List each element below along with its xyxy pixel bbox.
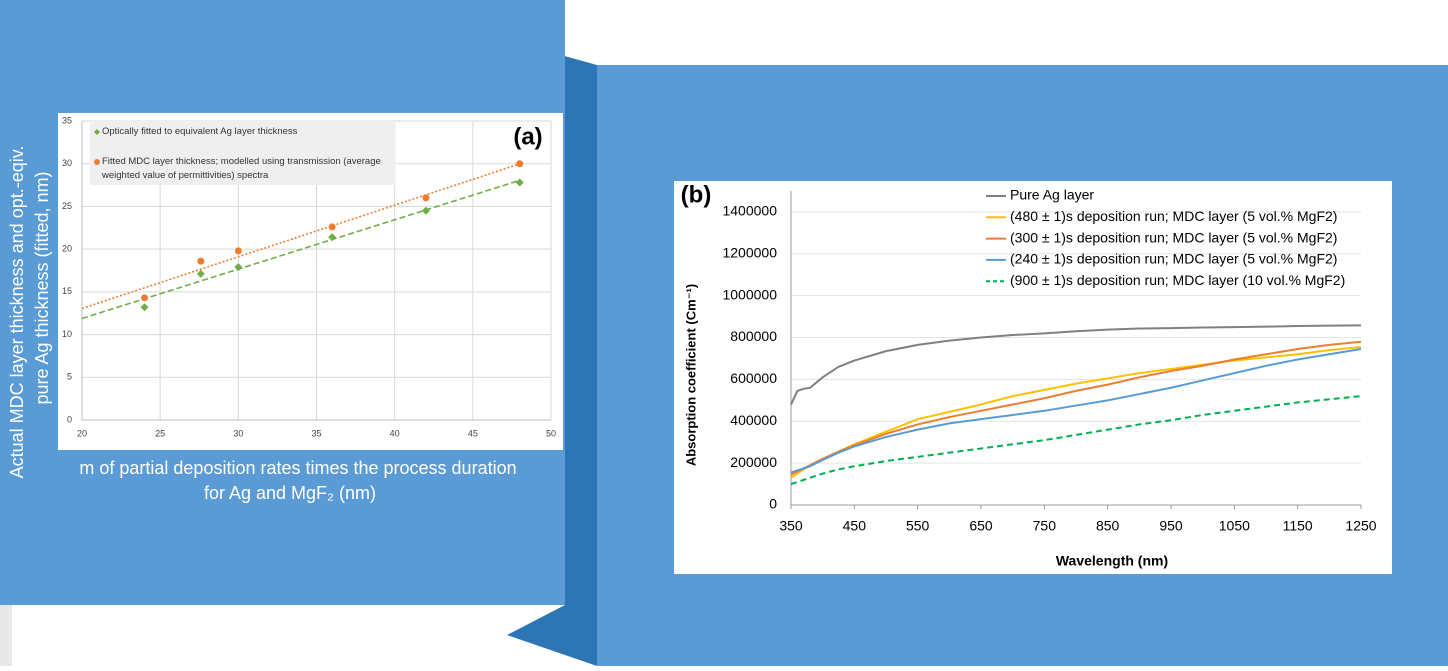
legend-label: Pure Ag layer <box>1010 187 1094 203</box>
data-line <box>790 395 1362 486</box>
data-point <box>421 206 430 215</box>
legend-marker <box>94 159 100 165</box>
y-tick-label: 10 <box>62 329 72 339</box>
y-tick-label: 0 <box>67 414 72 424</box>
data-point <box>422 194 430 202</box>
y-tick-label: 400000 <box>730 412 777 428</box>
data-point <box>140 303 149 312</box>
y-tick-label: 0 <box>769 496 777 512</box>
x-tick-label: 650 <box>969 518 993 534</box>
y-tick-label: 800000 <box>730 328 777 344</box>
legend-label: Optically fitted to equivalent Ag layer … <box>102 126 298 137</box>
y-tick-label: 600000 <box>730 370 777 386</box>
legend-entry: Fitted MDC layer thickness; modelled usi… <box>102 156 381 181</box>
y-tick-label: 30 <box>62 158 72 168</box>
x-tick-label: 30 <box>233 428 243 438</box>
x-axis-label: Wavelength (nm) <box>1056 553 1168 569</box>
x-tick-label: 850 <box>1096 518 1120 534</box>
x-axis-label: for Ag and MgF₂ (nm) <box>204 483 376 503</box>
legend-marker <box>94 129 100 135</box>
y-tick-label: 1400000 <box>722 203 777 219</box>
data-line <box>790 324 1362 405</box>
x-tick-label: 40 <box>390 428 400 438</box>
data-point <box>515 178 524 187</box>
legend-label: (240 ± 1)s deposition run; MDC layer (5 … <box>1010 251 1337 267</box>
legend-label: (900 ± 1)s deposition run; MDC layer (10… <box>1010 272 1345 288</box>
y-axis-label: Actual MDC layer thickness and opt.-eqiv… <box>7 146 27 479</box>
data-point <box>197 257 205 265</box>
legend-label: (480 ± 1)s deposition run; MDC layer (5 … <box>1010 208 1337 224</box>
y-tick-label: 15 <box>62 286 72 296</box>
x-tick-label: 50 <box>546 428 556 438</box>
data-point <box>234 263 243 272</box>
x-tick-label: 750 <box>1033 518 1057 534</box>
x-tick-label: 1050 <box>1219 518 1250 534</box>
data-point <box>328 223 336 231</box>
panel-edge <box>0 605 12 666</box>
y-tick-label: 25 <box>62 201 72 211</box>
x-tick-label: 25 <box>155 428 165 438</box>
annotation: (b) <box>681 181 712 208</box>
y-tick-label: 5 <box>67 372 72 382</box>
panel-fold <box>507 40 597 666</box>
legend-box <box>90 121 395 185</box>
x-tick-label: 1150 <box>1283 518 1313 534</box>
legend-label: Fitted MDC layer thickness; modelled usi… <box>102 156 381 181</box>
x-tick-label: 1250 <box>1345 518 1376 534</box>
x-tick-label: 35 <box>311 428 321 438</box>
legend-label: (300 ± 1)s deposition run; MDC layer (5 … <box>1010 229 1337 245</box>
data-point <box>234 247 242 255</box>
legend-entry: Optically fitted to equivalent Ag layer … <box>102 126 298 137</box>
y-tick-label: 1000000 <box>722 286 777 302</box>
chart-b-area <box>674 181 1392 574</box>
trend-line <box>81 163 520 310</box>
data-line <box>790 348 1362 474</box>
x-tick-label: 550 <box>906 518 930 534</box>
annotation: (a) <box>513 123 542 150</box>
x-tick-label: 350 <box>779 518 803 534</box>
x-axis-label: m of partial deposition rates times the … <box>79 458 516 478</box>
trend-line <box>81 179 520 320</box>
y-tick-label: 35 <box>62 115 72 125</box>
x-tick-label: 20 <box>77 428 87 438</box>
data-point <box>141 294 149 302</box>
y-axis-label: Absorption coefficient (Cm⁻¹) <box>683 284 698 466</box>
x-tick-label: 950 <box>1159 518 1183 534</box>
y-axis-label: pure Ag thickness (fitted, nm) <box>32 171 52 404</box>
y-tick-label: 200000 <box>730 454 777 470</box>
y-tick-label: 20 <box>62 244 72 254</box>
x-tick-label: 450 <box>843 518 867 534</box>
data-point <box>328 233 337 242</box>
data-point <box>196 269 205 278</box>
y-tick-label: 1200000 <box>722 245 777 261</box>
x-tick-label: 45 <box>468 428 478 438</box>
data-point <box>516 160 524 168</box>
